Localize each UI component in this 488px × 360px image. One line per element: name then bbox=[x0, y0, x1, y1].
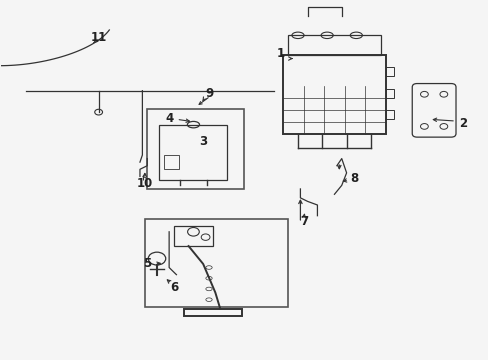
Text: 4: 4 bbox=[164, 112, 173, 125]
Bar bbox=[183, 309, 242, 316]
Text: 7: 7 bbox=[299, 215, 307, 228]
Bar bbox=[174, 226, 212, 246]
Text: 3: 3 bbox=[199, 135, 207, 148]
Bar bbox=[385, 89, 393, 98]
Text: 8: 8 bbox=[349, 172, 358, 185]
Bar bbox=[283, 55, 385, 134]
Bar bbox=[385, 111, 393, 119]
Text: 5: 5 bbox=[143, 257, 151, 270]
Bar bbox=[144, 219, 287, 307]
Text: 2: 2 bbox=[458, 117, 467, 130]
Text: 11: 11 bbox=[90, 31, 106, 44]
Text: 6: 6 bbox=[169, 281, 178, 294]
Bar bbox=[385, 67, 393, 76]
Bar bbox=[287, 35, 380, 55]
Text: 1: 1 bbox=[276, 47, 285, 60]
Bar bbox=[159, 125, 227, 180]
Text: 10: 10 bbox=[137, 177, 153, 190]
Bar bbox=[164, 155, 179, 169]
Bar bbox=[147, 109, 244, 189]
Text: 9: 9 bbox=[205, 87, 213, 100]
